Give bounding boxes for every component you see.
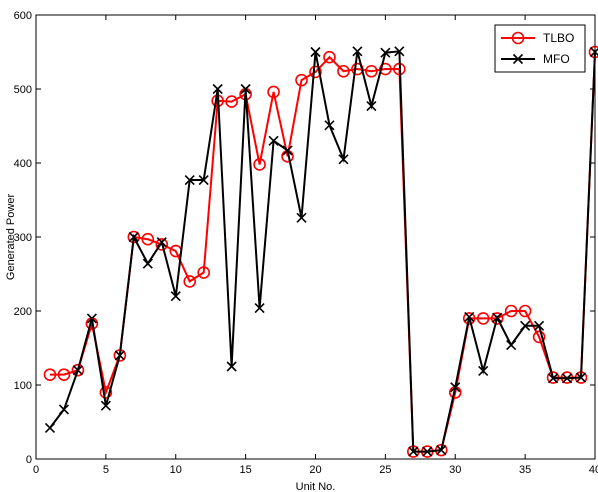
data-point-mfo bbox=[198, 174, 209, 186]
data-point-tlbo bbox=[99, 386, 113, 399]
x-tick-label: 10 bbox=[170, 464, 182, 476]
data-point-tlbo bbox=[141, 232, 155, 246]
x-tick-label: 5 bbox=[103, 464, 109, 476]
series-line-tlbo bbox=[50, 51, 596, 453]
y-tick-label: 300 bbox=[14, 232, 32, 244]
data-point-mfo bbox=[380, 47, 391, 58]
data-point-mfo bbox=[296, 212, 307, 223]
axes-layer: 05101520253035400100200300400500600 bbox=[14, 10, 598, 476]
data-point-mfo bbox=[128, 231, 139, 243]
legend-marker-mfo bbox=[512, 53, 524, 65]
y-tick-label: 0 bbox=[26, 454, 32, 466]
data-point-mfo bbox=[86, 313, 97, 324]
data-point-tlbo bbox=[462, 312, 476, 325]
data-point-mfo bbox=[184, 174, 195, 186]
x-tick-label: 15 bbox=[240, 464, 252, 476]
data-point-mfo bbox=[575, 372, 587, 383]
y-tick-label: 500 bbox=[14, 84, 32, 96]
data-point-mfo bbox=[366, 100, 377, 112]
x-tick-label: 25 bbox=[379, 464, 391, 476]
data-point-tlbo bbox=[532, 330, 546, 344]
data-point-mfo bbox=[408, 446, 419, 457]
data-point-mfo bbox=[170, 291, 181, 302]
data-point-mfo bbox=[520, 320, 531, 331]
data-point-mfo bbox=[478, 365, 489, 377]
data-point-mfo bbox=[492, 312, 503, 323]
data-point-mfo bbox=[506, 339, 517, 351]
data-point-tlbo bbox=[57, 368, 71, 381]
x-axis-label: Unit No. bbox=[296, 481, 336, 492]
y-tick-label: 200 bbox=[14, 306, 32, 318]
data-point-mfo bbox=[422, 446, 433, 457]
data-point-tlbo bbox=[323, 50, 336, 64]
data-point-mfo bbox=[254, 302, 265, 314]
x-tick-label: 30 bbox=[449, 464, 461, 476]
legend-box bbox=[494, 24, 586, 73]
data-point-tlbo bbox=[518, 304, 532, 318]
series-tlbo bbox=[43, 45, 598, 458]
data-point-mfo bbox=[310, 46, 321, 58]
legend-label-tlbo: TLBO bbox=[543, 31, 574, 45]
data-point-tlbo bbox=[476, 312, 490, 325]
data-point-tlbo bbox=[267, 85, 280, 99]
data-point-mfo bbox=[436, 445, 447, 456]
data-point-mfo bbox=[212, 83, 223, 95]
data-point-mfo bbox=[58, 404, 70, 415]
data-point-tlbo bbox=[309, 65, 322, 79]
data-point-mfo bbox=[268, 135, 279, 146]
data-point-mfo bbox=[226, 361, 237, 372]
plot-background bbox=[36, 15, 595, 459]
data-point-tlbo bbox=[71, 363, 85, 377]
legend-label-mfo: MFO bbox=[543, 52, 570, 66]
data-point-mfo bbox=[142, 258, 153, 269]
x-tick-label: 0 bbox=[33, 464, 39, 476]
data-point-tlbo bbox=[504, 304, 518, 318]
plot-area bbox=[36, 15, 595, 459]
data-point-mfo bbox=[324, 120, 335, 131]
data-point-tlbo bbox=[43, 368, 57, 381]
data-point-tlbo bbox=[490, 312, 504, 325]
data-point-mfo bbox=[282, 145, 293, 156]
data-point-mfo bbox=[100, 400, 111, 411]
data-point-tlbo bbox=[225, 95, 238, 108]
data-point-mfo bbox=[450, 382, 461, 393]
series-layer bbox=[43, 45, 598, 458]
y-tick-label: 100 bbox=[14, 380, 32, 392]
data-point-mfo bbox=[44, 422, 56, 433]
x-tick-label: 20 bbox=[309, 464, 321, 476]
series-line-mfo bbox=[49, 50, 596, 453]
data-point-mfo bbox=[352, 46, 363, 57]
data-point-tlbo bbox=[379, 62, 392, 76]
y-tick-label: 600 bbox=[14, 10, 32, 22]
data-point-tlbo bbox=[295, 73, 308, 87]
data-point-mfo bbox=[240, 83, 251, 95]
data-point-mfo bbox=[561, 373, 573, 384]
data-point-mfo bbox=[394, 46, 405, 57]
series-mfo bbox=[44, 46, 598, 457]
data-point-mfo bbox=[464, 311, 475, 322]
data-point-tlbo bbox=[365, 64, 378, 78]
legend-marker-tlbo bbox=[511, 31, 525, 45]
data-point-mfo bbox=[338, 154, 349, 165]
y-tick-label: 400 bbox=[14, 158, 32, 170]
data-point-mfo bbox=[534, 320, 545, 331]
data-point-tlbo bbox=[337, 64, 350, 78]
data-point-tlbo bbox=[183, 275, 197, 288]
data-point-mfo bbox=[156, 237, 167, 248]
data-point-mfo bbox=[114, 350, 125, 361]
data-point-mfo bbox=[72, 365, 83, 376]
legend: TLBO MFO bbox=[494, 24, 586, 73]
x-tick-label: 35 bbox=[519, 464, 531, 476]
data-point-tlbo bbox=[197, 266, 210, 279]
y-axis-label: Generated Power bbox=[5, 194, 17, 281]
data-point-tlbo bbox=[253, 158, 266, 171]
x-tick-label: 40 bbox=[589, 464, 598, 476]
data-point-tlbo bbox=[155, 238, 169, 251]
data-point-mfo bbox=[548, 373, 559, 384]
